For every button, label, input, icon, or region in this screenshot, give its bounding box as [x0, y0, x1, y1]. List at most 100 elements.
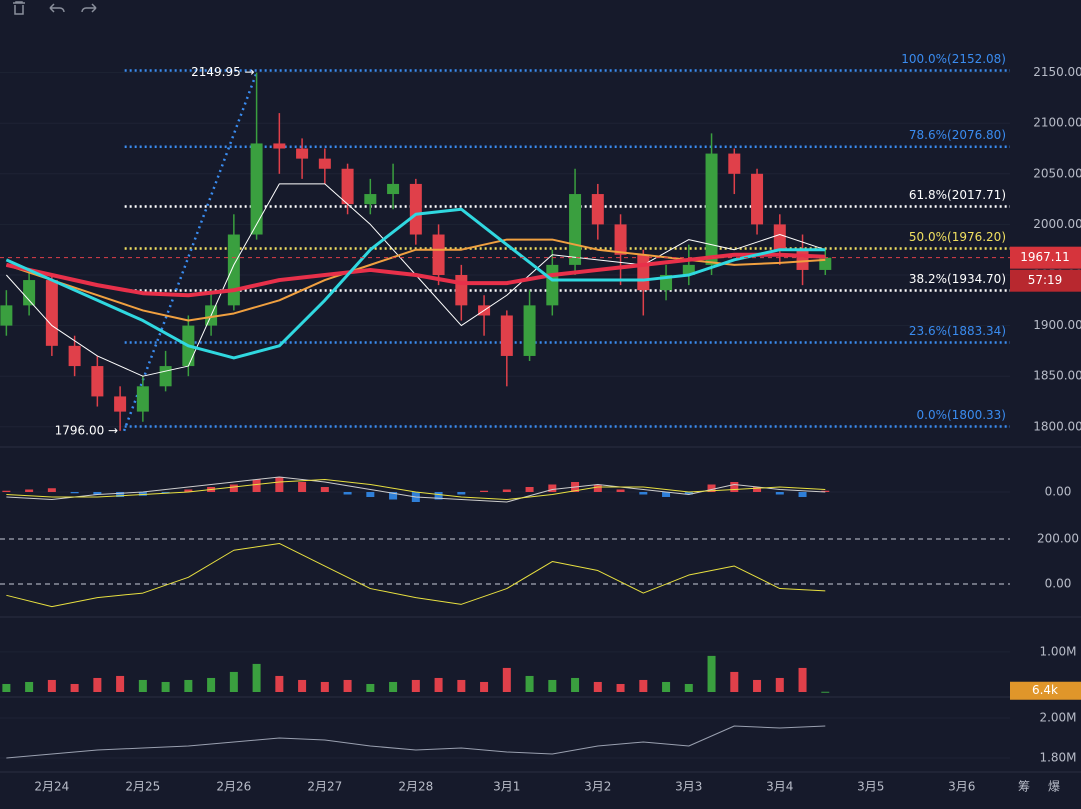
x-tick-label: 3月5 [857, 780, 884, 794]
bar [457, 492, 466, 495]
bar [775, 492, 784, 495]
x-tick-label: 3月4 [766, 780, 793, 794]
candle-body [68, 345, 81, 367]
bar [502, 489, 511, 492]
candle-body [91, 366, 104, 397]
y-tick-label: 1800.00 [1033, 419, 1081, 433]
bar [753, 679, 762, 692]
bar [366, 683, 375, 692]
bar [252, 663, 261, 692]
line-series [6, 479, 826, 500]
candle-body [796, 249, 809, 270]
y-tick-label: 2050.00 [1033, 166, 1081, 180]
bar [275, 477, 284, 492]
trend-line [122, 72, 258, 432]
line-series [6, 542, 826, 608]
volume-tag-label: 6.4k [1032, 683, 1058, 697]
bar [184, 679, 193, 692]
candle-body [318, 158, 331, 169]
candle-body [387, 183, 400, 195]
line-series [6, 725, 826, 759]
candle-body [227, 234, 240, 306]
y-tick-label: 2100.00 [1033, 116, 1081, 130]
bar [47, 679, 56, 692]
bar [753, 487, 762, 492]
price-tag-label: 1967.11 [1020, 250, 1070, 264]
bar [298, 482, 307, 492]
fib-label: 50.0%(1976.20) [909, 230, 1006, 244]
candle-body [159, 366, 172, 387]
bar [116, 675, 125, 692]
y-tick-label: 2.00M [1039, 711, 1076, 725]
bar [457, 679, 466, 692]
bar [93, 677, 102, 692]
fib-label: 100.0%(2152.08) [901, 52, 1006, 66]
bar [434, 492, 443, 500]
countdown-label: 57:19 [1028, 273, 1063, 287]
x-tick-label: 3月6 [948, 780, 975, 794]
delete-icon[interactable] [13, 1, 25, 15]
bar [320, 681, 329, 692]
fib-label: 78.6%(2076.80) [909, 128, 1006, 142]
bar [662, 492, 671, 497]
bar [707, 655, 716, 692]
x-tick-label: 2月28 [398, 780, 433, 794]
redo-icon[interactable] [81, 3, 97, 13]
candle-body [569, 194, 582, 265]
candle-body [614, 224, 627, 255]
y-tick-label: 1.80M [1039, 751, 1076, 765]
candle-body [45, 280, 58, 346]
bar [70, 683, 79, 692]
bar [389, 492, 398, 500]
bar [275, 675, 284, 692]
bar [366, 492, 375, 497]
toolbar [13, 1, 97, 15]
undo-icon[interactable] [49, 3, 65, 13]
candle-body [637, 254, 650, 291]
y-tick-label: 0.00 [1045, 577, 1072, 591]
bar [298, 679, 307, 692]
candle-body [409, 183, 422, 235]
bar [2, 683, 11, 692]
candle-body [455, 275, 468, 306]
bar [798, 492, 807, 497]
candle-body [523, 305, 536, 356]
candle-body [114, 396, 127, 412]
bar [639, 492, 648, 495]
bar [548, 679, 557, 692]
bar [434, 677, 443, 692]
candle-body [773, 224, 786, 250]
y-tick-label: 2150.00 [1033, 65, 1081, 79]
candle-body [296, 148, 309, 159]
bar [207, 677, 216, 692]
bar [821, 691, 830, 693]
y-tick-label: 1900.00 [1033, 318, 1081, 332]
bar [593, 681, 602, 692]
volume-tag [1010, 681, 1081, 700]
x-tick-label: 2月26 [216, 780, 251, 794]
bar [161, 492, 170, 494]
line-series [6, 476, 826, 503]
bar [161, 681, 170, 692]
bar [25, 489, 34, 492]
bar [184, 489, 193, 492]
bar [480, 681, 489, 692]
x-tick-label: 3月2 [584, 780, 611, 794]
x-tick-label: 3月1 [493, 780, 520, 794]
price-annotation: 2149.95 → [191, 65, 255, 79]
bar [593, 484, 602, 492]
bar [502, 667, 511, 692]
footer-right[interactable]: 爆 [1048, 780, 1060, 794]
candle-body [432, 234, 445, 275]
bar [47, 488, 56, 492]
bar [138, 492, 147, 496]
fib-label: 61.8%(2017.71) [909, 188, 1006, 202]
bar [821, 490, 830, 492]
footer-left[interactable]: 筹 [1018, 780, 1030, 794]
bar [684, 492, 693, 495]
candle-body [682, 264, 695, 275]
candle-body [23, 280, 36, 306]
